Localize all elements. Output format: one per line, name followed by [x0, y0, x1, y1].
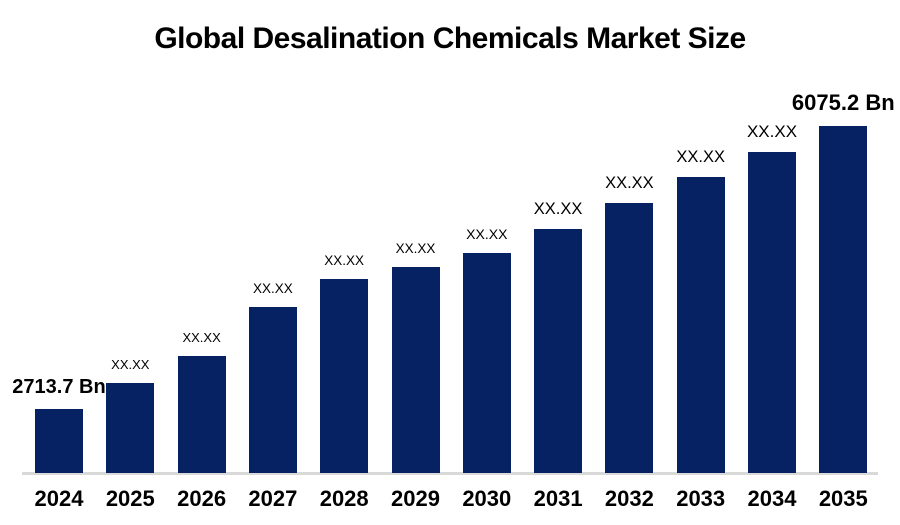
x-axis-tick-label: 2027 — [248, 486, 298, 511]
bar-value-label: XX.XX — [253, 280, 293, 296]
bar-value-label: 6075.2 Bn — [791, 90, 895, 115]
bar — [534, 229, 583, 473]
bar — [605, 203, 654, 473]
bar — [819, 126, 868, 473]
bar-value-label: XX.XX — [395, 240, 436, 256]
bar-value-label: XX.XX — [111, 357, 150, 372]
x-axis-tick-label: 2033 — [676, 486, 726, 511]
x-axis-tick-label: 2025 — [105, 486, 155, 511]
bar — [248, 307, 297, 473]
x-axis-tick-label: 2035 — [818, 486, 868, 511]
x-axis-tick-label: 2024 — [34, 486, 84, 511]
bar-value-label: XX.XX — [466, 226, 508, 242]
x-axis-tick-label: 2034 — [747, 486, 797, 511]
bar — [748, 152, 796, 473]
x-axis-tick-label: 2030 — [462, 486, 512, 511]
bar-value-label: XX.XX — [324, 252, 365, 268]
x-axis-tick-label: 2028 — [319, 486, 369, 511]
bar-value-label: XX.XX — [676, 147, 725, 166]
x-axis-line — [22, 472, 878, 475]
x-axis-tick-label: 2029 — [391, 486, 440, 511]
x-axis-tick-label: 2026 — [177, 486, 227, 511]
bar-value-label: 2713.7 Bn — [12, 376, 106, 398]
bar — [106, 383, 155, 473]
bar-value-label: XX.XX — [533, 199, 583, 218]
x-axis-tick-label: 2031 — [533, 486, 583, 511]
bar — [391, 267, 440, 473]
chart-title: Global Desalination Chemicals Market Siz… — [154, 22, 746, 55]
bar — [35, 409, 83, 473]
bar — [462, 253, 511, 473]
bar-value-label: XX.XX — [182, 330, 221, 345]
bar-value-label: XX.XX — [605, 173, 654, 192]
bar — [676, 177, 725, 473]
bar — [320, 279, 369, 473]
x-axis-tick-label: 2032 — [604, 486, 654, 511]
bar — [177, 356, 226, 473]
bar-value-label: XX.XX — [746, 122, 798, 141]
